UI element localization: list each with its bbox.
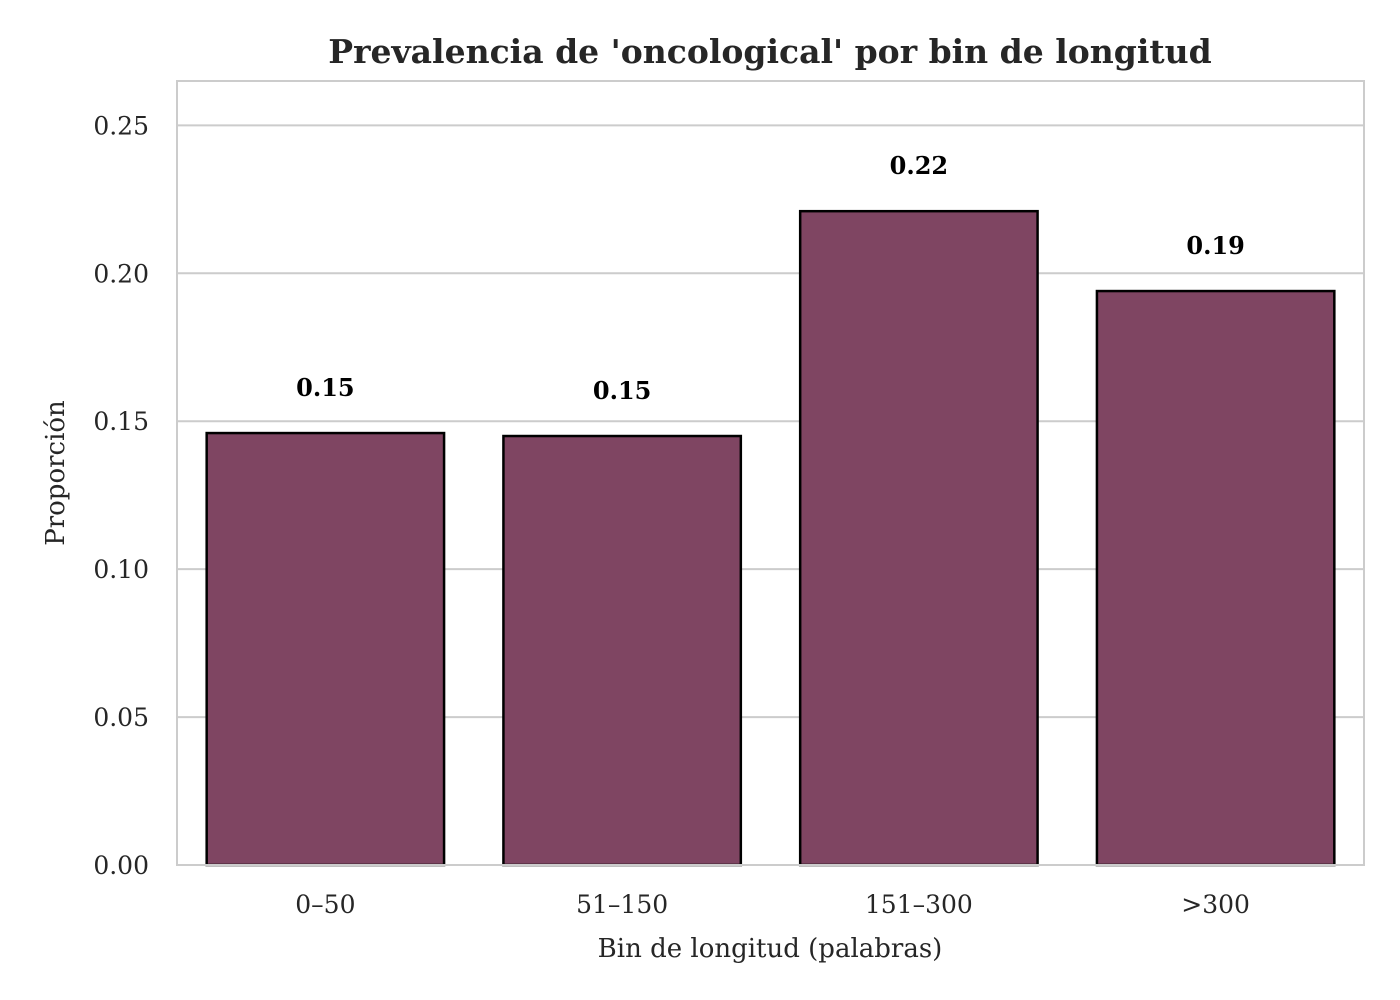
y-tick-label: 0.25 (93, 111, 149, 140)
bar-value-label: 0.19 (1186, 231, 1244, 260)
x-tick-label: 0–50 (295, 890, 355, 919)
y-tick-label: 0.15 (93, 407, 149, 436)
chart-title: Prevalencia de 'oncological' por bin de … (328, 32, 1211, 71)
bar (798, 209, 1039, 867)
x-tick-label: >300 (1181, 890, 1250, 919)
y-axis-label: Proporción (41, 400, 71, 546)
x-axis-label: Bin de longitud (palabras) (598, 934, 943, 964)
y-tick-label: 0.00 (93, 851, 149, 880)
y-tick-label: 0.10 (93, 555, 149, 584)
x-tick-label: 151–300 (865, 890, 973, 919)
y-tick-label: 0.05 (93, 703, 149, 732)
bar-value-label: 0.22 (890, 151, 948, 180)
y-tick-labels: 0.00 0.05 0.10 0.15 0.20 0.25 (93, 111, 149, 880)
bar (502, 434, 743, 867)
x-tick-label: 51–150 (576, 890, 668, 919)
bars (205, 209, 1336, 867)
bar-value-label: 0.15 (593, 376, 651, 405)
data-labels: 0.15 0.15 0.22 0.19 (296, 151, 1245, 405)
bar-value-label: 0.15 (296, 373, 354, 402)
x-tick-labels: 0–50 51–150 151–300 >300 (295, 890, 1250, 919)
bar (205, 431, 446, 867)
plot-frame (176, 80, 1365, 866)
y-tick-label: 0.20 (93, 259, 149, 288)
bar (1095, 289, 1336, 867)
